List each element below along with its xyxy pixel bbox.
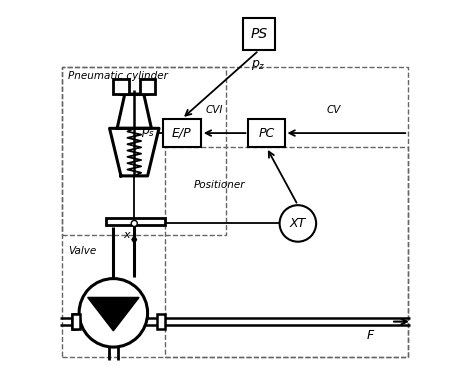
Bar <box>62 68 408 357</box>
Text: CV: CV <box>327 105 341 115</box>
Text: PC: PC <box>258 127 274 140</box>
Text: x: x <box>123 230 130 240</box>
Circle shape <box>79 279 147 347</box>
Text: E/P: E/P <box>172 127 191 140</box>
Text: F: F <box>366 329 374 342</box>
Polygon shape <box>109 128 159 176</box>
Polygon shape <box>88 298 139 331</box>
Bar <box>163 119 201 147</box>
Bar <box>75 314 77 329</box>
Text: Positioner: Positioner <box>193 180 245 190</box>
Bar <box>113 79 128 94</box>
Bar <box>106 218 165 225</box>
Bar <box>165 147 408 357</box>
Text: Pneumatic cylinder: Pneumatic cylinder <box>68 71 168 81</box>
Bar <box>243 18 275 50</box>
Circle shape <box>131 220 137 227</box>
Text: Valve: Valve <box>68 246 96 256</box>
Bar <box>140 79 155 94</box>
Bar <box>248 119 284 147</box>
Bar <box>157 314 165 329</box>
Bar <box>72 314 80 329</box>
Polygon shape <box>117 94 151 128</box>
Text: XT: XT <box>290 217 306 230</box>
Text: $p_z$: $p_z$ <box>251 58 266 72</box>
Circle shape <box>280 205 316 242</box>
Text: CVI: CVI <box>206 105 223 115</box>
Bar <box>62 68 226 235</box>
Text: $p_s$: $p_s$ <box>141 125 155 139</box>
Bar <box>72 314 73 329</box>
Text: PS: PS <box>250 27 267 41</box>
